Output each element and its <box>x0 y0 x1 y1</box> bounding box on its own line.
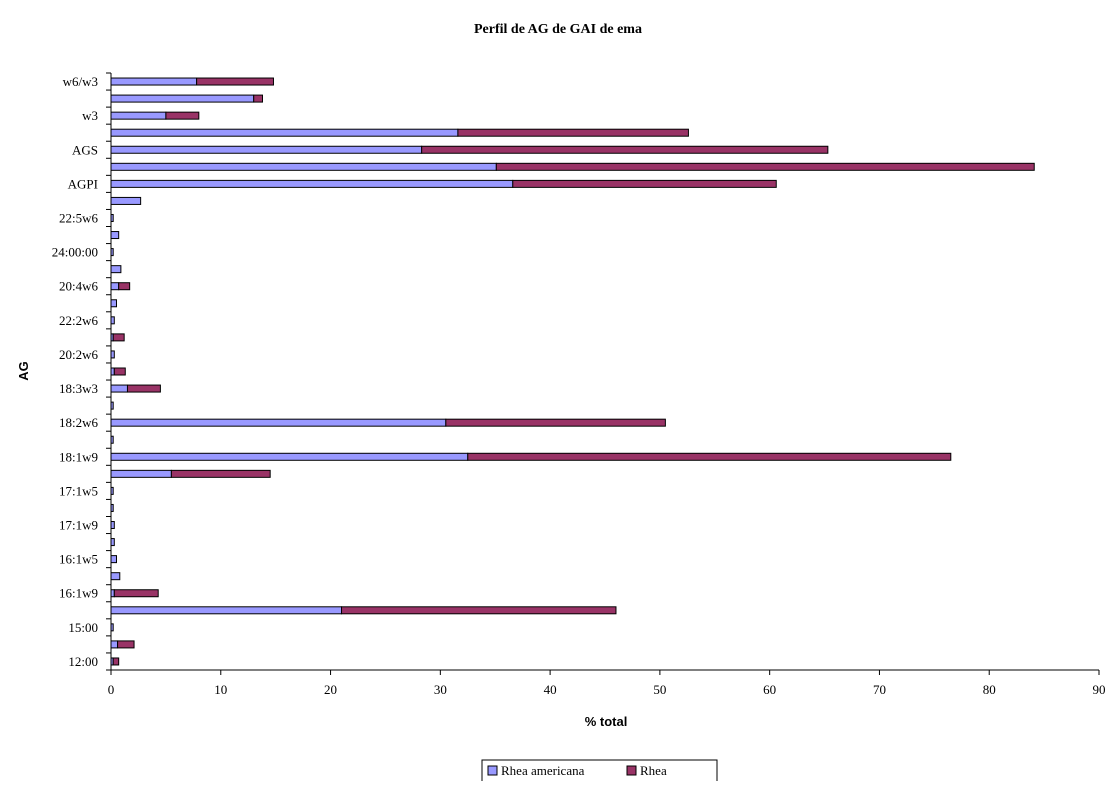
bar-segment-s0-c33 <box>110 94 255 103</box>
x-tick-label: 50 <box>653 682 666 697</box>
bar-segment-s0-c11 <box>110 469 172 478</box>
legend-label-1: Rhea <box>640 763 667 778</box>
bar-segment-s0-c14 <box>110 418 447 427</box>
y-tick-label: 20:2w6 <box>59 347 99 362</box>
legend-swatch-0 <box>487 765 498 776</box>
x-tick-label: 60 <box>763 682 776 697</box>
y-tick-label: w6/w3 <box>63 74 98 89</box>
y-tick-label: 16:1w5 <box>59 552 98 567</box>
y-tick-label: 17:1w5 <box>59 483 98 498</box>
y-tick-label: 18:2w6 <box>59 415 99 430</box>
bar-segment-s1-c0 <box>112 657 120 666</box>
bar-segment-s1-c29 <box>495 162 1035 171</box>
bar-segment-s1-c32 <box>165 111 200 120</box>
legend: Rhea americana Rhea <box>481 759 718 783</box>
y-tick-label: 15:00 <box>68 620 98 635</box>
x-tick-label: 0 <box>108 682 115 697</box>
x-tick-label: 20 <box>324 682 337 697</box>
y-tick-label: 24:00:00 <box>52 245 98 260</box>
y-tick-label: w3 <box>82 108 98 123</box>
y-tick-label: AGPI <box>68 176 98 191</box>
bar-segment-s1-c14 <box>445 418 666 427</box>
bar-segment-s1-c12 <box>467 452 952 461</box>
bar-segment-s1-c31 <box>457 128 689 137</box>
legend-label-0: Rhea americana <box>501 763 585 778</box>
bar-segment-s0-c23 <box>110 265 122 274</box>
bar-segment-s1-c22 <box>118 282 131 291</box>
legend-swatch-1 <box>626 765 637 776</box>
bar-segment-s0-c25 <box>110 231 120 240</box>
bar-segment-s1-c28 <box>512 179 777 188</box>
bar-segment-s1-c4 <box>113 589 159 598</box>
y-axis-title: AG <box>16 361 31 381</box>
bar-segment-s1-c34 <box>196 77 274 86</box>
bar-segment-s0-c31 <box>110 128 459 137</box>
x-tick-label: 10 <box>214 682 227 697</box>
bar-segment-s0-c28 <box>110 179 514 188</box>
bar-segment-s0-c16 <box>110 384 128 393</box>
bar-segment-s0-c6 <box>110 555 117 564</box>
bar-segment-s0-c22 <box>110 282 120 291</box>
bar-segment-s1-c16 <box>126 384 161 393</box>
bar-segment-s1-c17 <box>113 367 126 376</box>
y-tick-label: 22:2w6 <box>59 313 99 328</box>
bar-segment-s0-c5 <box>110 572 121 581</box>
bars-layer <box>110 77 1035 666</box>
bar-segment-s0-c21 <box>110 299 117 308</box>
bar-segment-s1-c33 <box>253 94 263 103</box>
bar-segment-s0-c32 <box>110 111 167 120</box>
bar-segment-s0-c12 <box>110 452 469 461</box>
bar-segment-s0-c34 <box>110 77 198 86</box>
x-tick-label: 30 <box>434 682 447 697</box>
y-tick-label: 18:1w9 <box>59 449 98 464</box>
y-tick-label: 22:5w6 <box>59 210 99 225</box>
chart-title: Perfil de AG de GAI de ema <box>474 22 642 37</box>
bar-segment-s0-c3 <box>110 606 343 615</box>
bar-segment-s0-c27 <box>110 196 142 205</box>
bar-segment-s0-c30 <box>110 145 423 154</box>
bar-segment-s1-c11 <box>170 469 271 478</box>
y-tick-label: 18:3w3 <box>59 381 98 396</box>
bar-segment-s0-c1 <box>110 640 119 649</box>
y-tick-label: 20:4w6 <box>59 279 99 294</box>
y-tick-label: 12:00 <box>68 654 98 669</box>
x-tick-label: 90 <box>1093 682 1106 697</box>
x-tick-label: 80 <box>983 682 996 697</box>
x-tick-label: 70 <box>873 682 886 697</box>
y-tick-label: AGS <box>72 142 98 157</box>
x-axis-title: % total <box>585 714 628 729</box>
y-tick-label: 17:1w9 <box>59 518 98 533</box>
bar-segment-s1-c1 <box>117 640 135 649</box>
bar-segment-s1-c19 <box>112 333 125 342</box>
bar-segment-s1-c3 <box>341 606 617 615</box>
x-tick-label: 40 <box>544 682 557 697</box>
axes-layer: 12:00 15:00 16:1w9 16:1w5 17:1w9 17:1w5 18:1w9… <box>52 72 1106 697</box>
bar-segment-s0-c29 <box>110 162 497 171</box>
y-tick-label: 16:1w9 <box>59 586 98 601</box>
bar-segment-s1-c30 <box>421 145 829 154</box>
